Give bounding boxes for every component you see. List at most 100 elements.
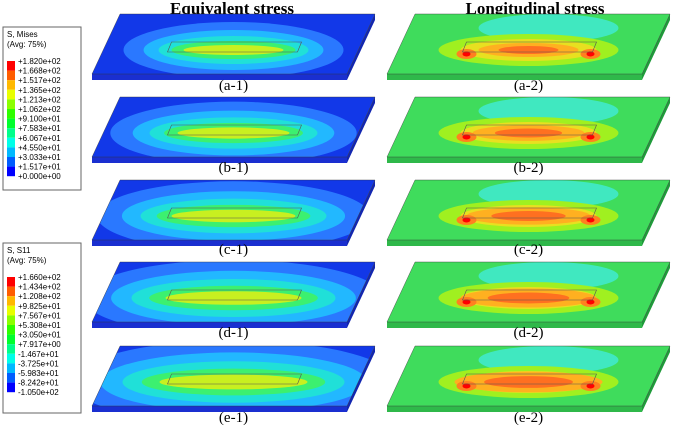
legend-swatch: [7, 305, 15, 316]
legend-swatch: [7, 373, 15, 383]
plate-outline: [386, 345, 671, 407]
panel-caption: (d-1): [219, 325, 249, 341]
weld: [462, 41, 597, 53]
panel-caption: (b-2): [514, 160, 544, 176]
contour-band: [159, 374, 308, 390]
weld: [167, 41, 302, 53]
legend-label: +0.000e+00: [18, 172, 61, 181]
panel-caption: (c-2): [514, 242, 543, 258]
legend-swatch: [7, 61, 15, 71]
legend-label: -3.725e+01: [18, 359, 59, 368]
legend-swatch: [7, 118, 15, 129]
legend-swatch: [7, 80, 15, 90]
legend-label: +1.365e+02: [18, 86, 61, 95]
hotspot: [462, 134, 471, 140]
legend-swatch: [7, 157, 15, 167]
plate-outline: [386, 261, 671, 323]
plate: [91, 179, 376, 246]
legend-swatch: [7, 137, 15, 148]
panel-caption: (a-1): [219, 78, 248, 94]
legend-title: S, Mises: [7, 30, 38, 39]
plate-front: [387, 406, 642, 412]
contour: [387, 14, 670, 74]
weld: [167, 124, 302, 136]
legend-swatch: [7, 325, 15, 335]
legend-swatch: [7, 128, 15, 138]
weld: [462, 124, 597, 136]
weld: [167, 207, 302, 219]
contour: [387, 346, 670, 406]
weld: [167, 373, 302, 385]
plate-front: [92, 240, 347, 246]
panel-caption: (e-2): [514, 410, 543, 426]
contour-band: [177, 127, 290, 139]
column-header: Longitudinal stress: [465, 0, 604, 18]
plate-outline: [91, 96, 376, 158]
plate-side: [347, 180, 375, 246]
legend-box: [2, 26, 82, 191]
legend-swatch: [7, 99, 15, 109]
legend-label: +9.100e+01: [18, 115, 61, 124]
hotspot: [586, 134, 595, 140]
plate-side: [347, 262, 375, 328]
plate-front: [387, 74, 642, 80]
plate-front: [92, 74, 347, 80]
contour-band: [494, 128, 563, 138]
contour: [387, 97, 670, 157]
plate-side: [642, 262, 670, 328]
contour: [387, 262, 670, 322]
legend-subtitle: (Avg: 75%): [7, 256, 47, 265]
hotspot: [586, 299, 595, 305]
legend-swatch: [7, 353, 15, 364]
legend-label: +1.213e+02: [18, 95, 61, 104]
legend-swatch: [7, 147, 15, 157]
legend-swatch: [7, 344, 15, 354]
weld: [462, 207, 597, 219]
contour-band: [487, 292, 570, 304]
plate-outline: [386, 96, 671, 158]
legend-label: +4.550e+01: [18, 143, 61, 152]
panel-caption: (d-2): [514, 325, 544, 341]
weld: [462, 289, 597, 301]
hotspot: [462, 51, 471, 57]
legend-title: S, S11: [7, 246, 31, 255]
legend-label: +1.062e+02: [18, 105, 61, 114]
weld: [462, 373, 597, 385]
legend-label: +7.583e+01: [18, 124, 61, 133]
legend-swatch: [7, 296, 15, 306]
legend-swatch: [7, 166, 15, 177]
hotspot: [586, 383, 595, 389]
legend-swatch: [7, 315, 15, 325]
plate: [91, 345, 376, 412]
contour-band: [484, 376, 573, 388]
plate: [386, 345, 671, 412]
weld: [167, 289, 302, 301]
panel-caption: (c-1): [219, 242, 248, 258]
legend-label: -8.242e+01: [18, 379, 59, 388]
plate-front: [92, 322, 347, 328]
legend-swatch: [7, 109, 15, 119]
legend-swatch: [7, 286, 15, 297]
legend-label: +1.434e+02: [18, 283, 61, 292]
plate: [386, 179, 671, 246]
legend-swatch: [7, 334, 15, 345]
plate-front: [387, 240, 642, 246]
legend-subtitle: (Avg: 75%): [7, 40, 47, 49]
contour: [92, 262, 375, 322]
contour-band: [171, 209, 296, 223]
legend-label: +1.660e+02: [18, 273, 61, 282]
plate: [91, 261, 376, 328]
plate-outline: [386, 179, 671, 241]
legend-label: +5.308e+01: [18, 321, 61, 330]
contour-band: [165, 291, 302, 305]
contour: [92, 180, 375, 240]
plate-outline: [91, 345, 376, 407]
column-header: Equivalent stress: [170, 0, 294, 18]
plate: [386, 261, 671, 328]
legend-label: +1.668e+02: [18, 67, 61, 76]
plate-outline: [91, 179, 376, 241]
plate-outline: [91, 261, 376, 323]
legend-label: -5.983e+01: [18, 369, 59, 378]
legend-swatch: [7, 89, 15, 100]
